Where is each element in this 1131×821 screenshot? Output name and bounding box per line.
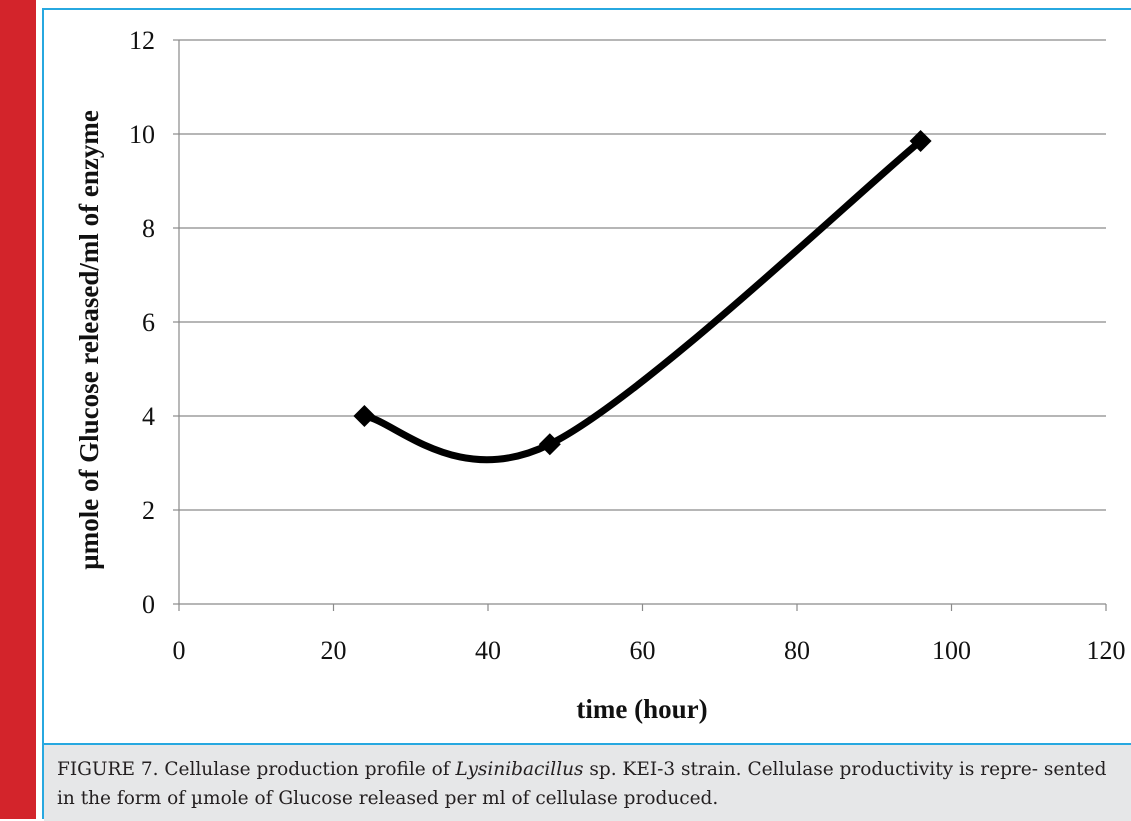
x-axis-title: time (hour) [576, 694, 707, 724]
x-tick-label: 20 [321, 636, 347, 665]
accent-sidebar [0, 0, 36, 819]
figure-frame: 0 2 4 6 8 10 12 0 20 40 60 80 100 120 µmole of Glucos… [42, 8, 1131, 821]
data-point-marker [538, 433, 561, 456]
data-point-marker [909, 130, 932, 153]
y-tick-label: 2 [142, 496, 155, 525]
y-tick-label: 6 [142, 308, 155, 337]
series-line [360, 137, 925, 464]
caption-organism: Lysinibacillus [455, 759, 584, 780]
gridlines [179, 39, 1106, 511]
series [353, 130, 932, 464]
data-point-marker [353, 405, 376, 427]
x-tick-label: 0 [173, 636, 186, 665]
y-tick-label: 0 [142, 590, 155, 619]
x-tick-label: 120 [1087, 636, 1126, 665]
y-axis-title: µmole of Glucose released/ml of enzyme [74, 110, 104, 570]
y-tick-label: 8 [142, 214, 155, 243]
x-tick-label: 40 [475, 636, 501, 665]
y-tick-label: 10 [129, 120, 155, 149]
x-tick-label: 60 [630, 636, 656, 665]
x-tick-label: 100 [932, 636, 971, 665]
y-tick-label: 12 [129, 26, 155, 55]
y-tick-label: 4 [142, 402, 155, 431]
x-tick-label: 80 [784, 636, 810, 665]
figure-caption: FIGURE 7. Cellulase production profile o… [44, 743, 1131, 821]
caption-prefix: FIGURE 7. Cellulase production profile o… [57, 759, 456, 780]
caption-suffix: sp. KEI-3 strain. Cellulase productivity… [57, 759, 1107, 809]
